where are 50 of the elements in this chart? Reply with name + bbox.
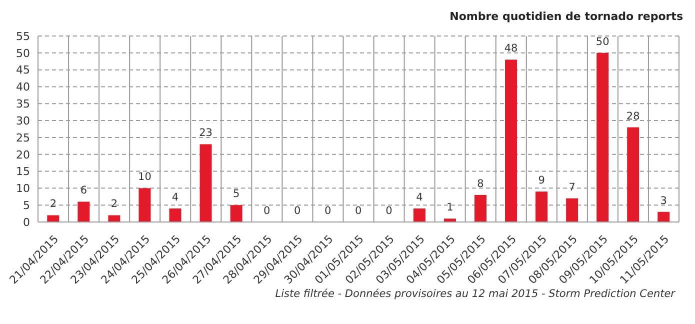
data-label: 28: [626, 110, 640, 122]
data-label: 0: [324, 205, 332, 217]
y-tick-label: 30: [16, 114, 30, 128]
bar: [627, 127, 640, 222]
data-label: 8: [477, 178, 484, 190]
data-label: 48: [504, 42, 518, 55]
data-label: 23: [199, 127, 212, 140]
y-tick-label: 25: [16, 131, 30, 144]
data-label: 1: [446, 202, 454, 214]
data-label: 4: [416, 191, 424, 204]
y-tick-label: 15: [16, 165, 30, 178]
bar: [505, 60, 518, 222]
bar: [536, 192, 548, 222]
y-tick-label: 5: [23, 198, 30, 212]
data-label: 0: [386, 205, 392, 217]
data-label: 7: [568, 181, 576, 194]
bar: [658, 212, 670, 222]
data-label: 0: [294, 205, 301, 217]
bar: [78, 202, 90, 222]
y-tick-label: 35: [16, 98, 30, 111]
data-label: 4: [172, 191, 179, 204]
bar: [596, 52, 609, 222]
data-label: 5: [232, 188, 240, 200]
bar: [108, 215, 120, 222]
bar: [47, 215, 60, 222]
data-label: 0: [263, 205, 270, 217]
y-tick-label: 55: [16, 30, 30, 43]
data-label: 2: [50, 198, 56, 210]
data-label: 50: [596, 36, 610, 48]
bar: [138, 188, 151, 222]
chart-title: Nombre quotidien de tornado reports: [450, 10, 683, 23]
data-label: 0: [355, 205, 362, 217]
y-tick-label: 10: [16, 182, 30, 196]
y-tick-label: 20: [16, 148, 30, 162]
bar: [566, 198, 578, 222]
y-tick-label: 50: [16, 46, 30, 60]
y-tick-label: 45: [16, 64, 30, 77]
bar: [230, 205, 242, 222]
bar: [169, 208, 182, 222]
bar: [474, 194, 486, 222]
data-label: 10: [138, 171, 152, 184]
data-label: 6: [80, 184, 88, 197]
data-label: 9: [538, 174, 545, 187]
bar: [200, 144, 212, 222]
y-tick-label: 40: [16, 80, 30, 94]
bar: [413, 208, 426, 222]
data-label: 2: [110, 198, 118, 210]
text: Liste filtrée - Données provisoires au 12 mai 2015 - Storm Prediction Center: [274, 288, 676, 300]
y-tick-label: 0: [23, 216, 30, 229]
data-label: 3: [660, 194, 667, 207]
